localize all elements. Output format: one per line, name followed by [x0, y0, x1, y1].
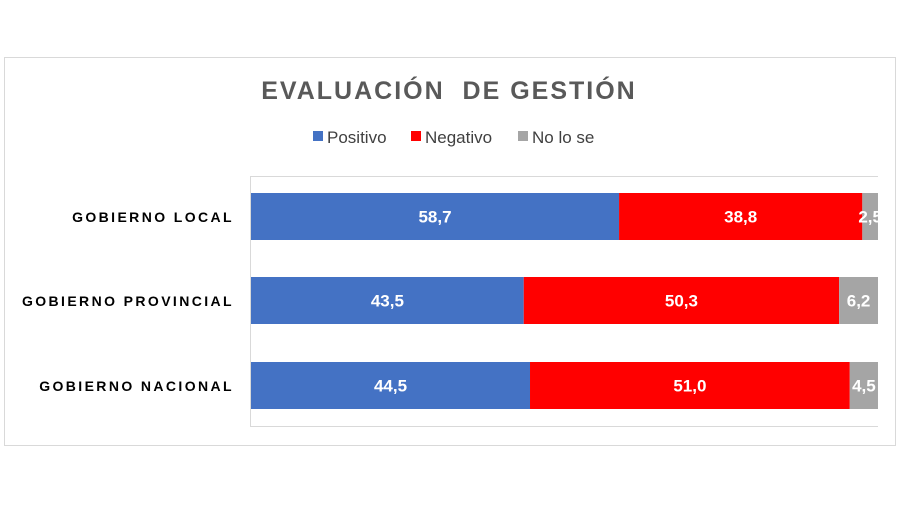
- data-label-negativo-gobierno-local: 38,8: [724, 208, 757, 227]
- bar-positivo-gobierno-nacional: [251, 362, 531, 409]
- bar-negativo-gobierno-nacional: [530, 362, 850, 409]
- bars: 58,7 38,8 2,5 43,5 50,3 6,2 44,5 51,0 4,5: [251, 193, 882, 409]
- bar-positivo-gobierno-provincial: [251, 277, 524, 324]
- legend: Positivo Negativo No lo se: [313, 128, 594, 147]
- category-label-gobierno-nacional: GOBIERNO NACIONAL: [39, 378, 234, 394]
- category-label-gobierno-local: GOBIERNO LOCAL: [72, 209, 234, 225]
- data-label-no-lo-se-gobierno-provincial: 6,2: [847, 292, 871, 311]
- legend-label-positivo: Positivo: [327, 128, 387, 147]
- bar-negativo-gobierno-local: [619, 193, 863, 240]
- bar-no-lo-se-gobierno-local: [862, 193, 878, 240]
- bar-no-lo-se-gobierno-nacional: [849, 362, 878, 409]
- data-label-positivo-gobierno-local: 58,7: [418, 208, 451, 227]
- legend-label-negativo: Negativo: [425, 128, 492, 147]
- chart-title: EVALUACIÓN DE GESTIÓN: [261, 75, 637, 105]
- data-label-no-lo-se-gobierno-nacional: 4,5: [852, 377, 876, 396]
- legend-swatch-positivo: [313, 131, 323, 141]
- data-label-negativo-gobierno-provincial: 50,3: [665, 292, 698, 311]
- data-label-no-lo-se-gobierno-local: 2,5: [858, 208, 882, 227]
- category-label-gobierno-provincial: GOBIERNO PROVINCIAL: [22, 293, 234, 309]
- data-label-negativo-gobierno-nacional: 51,0: [673, 377, 706, 396]
- data-label-positivo-gobierno-provincial: 43,5: [371, 292, 404, 311]
- bar-positivo-gobierno-local: [251, 193, 620, 240]
- bar-no-lo-se-gobierno-provincial: [839, 277, 878, 324]
- legend-swatch-negativo: [411, 131, 421, 141]
- data-label-positivo-gobierno-nacional: 44,5: [374, 377, 407, 396]
- legend-swatch-no-lo-se: [518, 131, 528, 141]
- legend-label-no-lo-se: No lo se: [532, 128, 594, 147]
- bar-negativo-gobierno-provincial: [523, 277, 840, 324]
